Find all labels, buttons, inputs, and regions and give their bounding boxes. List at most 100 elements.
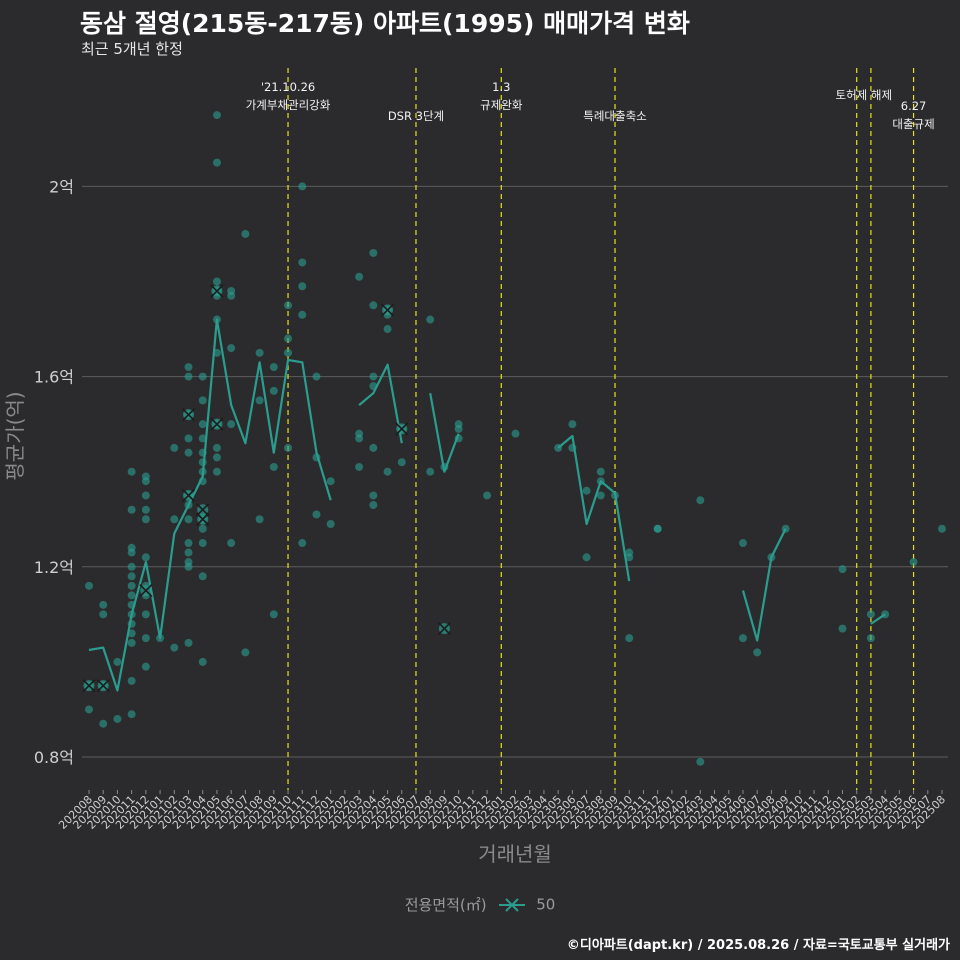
average-line-segment: [358, 363, 403, 444]
y-tick-label: 1.2억: [34, 558, 74, 577]
data-point: [383, 325, 392, 334]
data-point: [298, 539, 307, 548]
data-point: [141, 505, 150, 514]
x-marker: [437, 622, 451, 636]
data-point: [326, 520, 335, 529]
data-point: [312, 510, 321, 519]
data-point: [866, 610, 875, 619]
highlight-points: [82, 284, 451, 693]
y-axis-label: 평균가(억): [3, 391, 27, 480]
data-point: [198, 434, 207, 443]
data-point: [355, 272, 364, 281]
data-point: [738, 539, 747, 548]
x-marker: [181, 408, 196, 422]
chart-title: 동삼 절영(215동-217동) 아파트(1995) 매매가격 변화: [80, 9, 690, 38]
data-point: [298, 310, 307, 319]
data-point: [170, 443, 179, 452]
data-point: [369, 372, 378, 381]
data-point: [127, 638, 136, 647]
event-label: 가계부채관리강화: [246, 98, 331, 112]
data-point: [355, 434, 364, 443]
event-label: 규제완화: [480, 98, 523, 112]
data-point: [284, 443, 293, 452]
data-point: [269, 462, 278, 471]
data-point: [184, 448, 193, 457]
legend-key-icon: [499, 897, 526, 912]
data-point: [568, 420, 577, 429]
x-marker-stroke: [210, 284, 224, 298]
data-point: [212, 467, 221, 476]
data-point: [184, 372, 193, 381]
data-point: [127, 562, 136, 571]
x-marker: [395, 422, 409, 436]
data-point: [511, 429, 520, 438]
grid-lines: [82, 185, 948, 758]
data-point: [184, 363, 193, 372]
x-marker: [82, 679, 96, 693]
data-point: [227, 344, 236, 353]
data-point: [184, 434, 193, 443]
event-label: 1.3: [492, 80, 510, 94]
data-point: [426, 467, 435, 476]
x-marker: [181, 488, 196, 503]
data-point: [255, 396, 264, 405]
x-axis: 2020082020092020102020112020122021012021…: [56, 790, 948, 832]
data-point: [909, 558, 918, 567]
data-point: [198, 524, 207, 533]
data-point: [99, 610, 108, 619]
event-label: DSR 3단계: [388, 109, 444, 123]
data-point: [696, 757, 705, 766]
data-point: [184, 562, 193, 571]
data-point: [127, 467, 136, 476]
data-point: [127, 572, 136, 581]
data-point: [284, 348, 293, 357]
x-marker: [210, 417, 224, 431]
event-label: '21.10.26: [261, 80, 315, 94]
data-point: [596, 491, 605, 500]
data-point: [298, 182, 307, 191]
event-label: 6.27: [901, 99, 927, 113]
x-marker: [139, 584, 153, 598]
scatter-points: [85, 111, 946, 766]
data-point: [582, 486, 591, 495]
data-point: [198, 539, 207, 548]
data-point: [369, 301, 378, 310]
data-point: [141, 515, 150, 524]
data-point: [141, 477, 150, 486]
data-point: [113, 714, 122, 723]
data-point: [625, 553, 634, 562]
y-tick-label: 1.6억: [34, 368, 74, 387]
data-point: [838, 565, 847, 574]
data-point: [184, 548, 193, 557]
data-point: [141, 662, 150, 671]
data-point: [255, 515, 264, 524]
data-point: [170, 643, 179, 652]
data-point: [397, 458, 406, 467]
data-point: [284, 334, 293, 343]
average-line-segment: [88, 318, 332, 692]
chart-subtitle: 최근 5개년 한정: [81, 40, 183, 58]
data-point: [212, 158, 221, 167]
data-point: [696, 496, 705, 505]
data-point: [184, 638, 193, 647]
data-point: [227, 539, 236, 548]
data-point: [426, 315, 435, 324]
x-marker-stroke: [139, 584, 153, 598]
x-marker-stroke: [196, 503, 210, 517]
x-marker: [96, 679, 110, 693]
legend: 전용면적(㎡) 50: [0, 894, 960, 915]
data-point: [269, 610, 278, 619]
data-point: [269, 386, 278, 395]
data-point: [738, 634, 747, 643]
data-point: [284, 301, 293, 310]
average-line-segment: [741, 528, 787, 642]
data-point: [369, 491, 378, 500]
legend-entry-50: 50: [536, 895, 556, 914]
average-lines: [88, 318, 886, 692]
data-point: [212, 111, 221, 120]
data-point: [184, 515, 193, 524]
data-point: [312, 372, 321, 381]
x-axis-label: 거래년월: [478, 842, 552, 866]
data-point: [198, 396, 207, 405]
